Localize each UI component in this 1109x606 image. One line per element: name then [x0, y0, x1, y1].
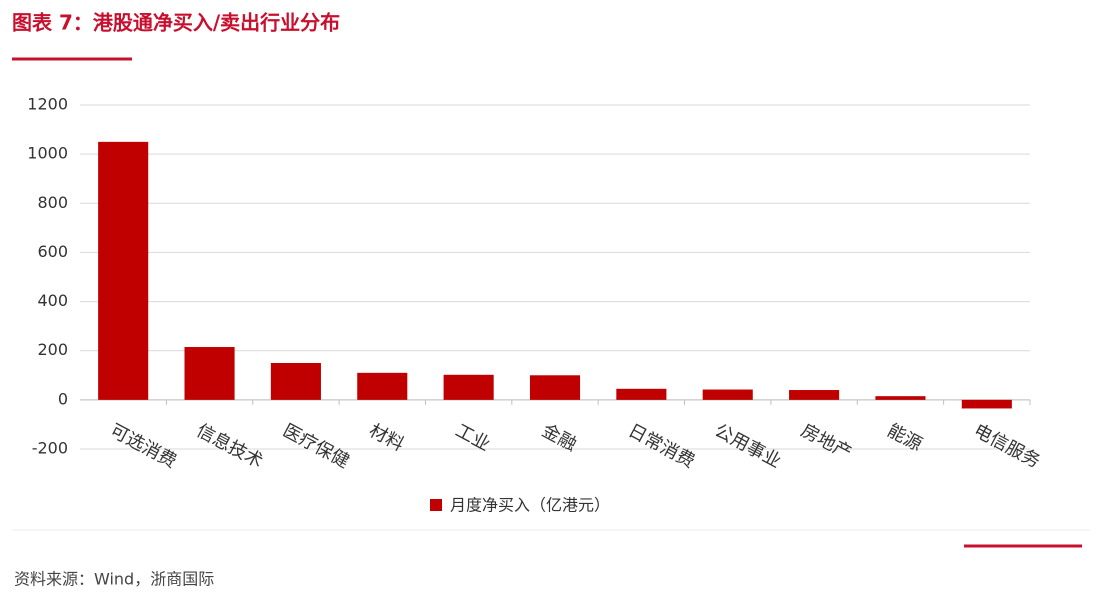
- y-tick-label: 1000: [27, 144, 68, 163]
- chart-title: 图表 7：港股通净买入/卖出行业分布: [12, 11, 340, 35]
- bar: [702, 389, 753, 400]
- x-tick-label: 材料: [366, 420, 408, 455]
- legend-label: 月度净买入（亿港元）: [450, 496, 610, 515]
- bar: [961, 399, 1012, 409]
- y-tick-label: 0: [58, 389, 68, 408]
- x-tick-label: 能源: [884, 420, 926, 455]
- bar: [443, 374, 494, 400]
- bar: [357, 372, 408, 400]
- y-tick-label: 800: [37, 193, 68, 212]
- bar: [98, 141, 149, 400]
- y-tick-label: -200: [32, 439, 68, 458]
- source-note: 资料来源：Wind，浙商国际: [14, 570, 214, 589]
- y-tick-label: 400: [37, 291, 68, 310]
- bar: [875, 396, 926, 400]
- x-tick-label: 信息技术: [193, 420, 266, 472]
- bar: [184, 347, 235, 400]
- bar: [789, 390, 840, 400]
- x-tick-label: 金融: [538, 420, 580, 455]
- bar: [529, 375, 581, 400]
- legend-swatch: [430, 499, 442, 511]
- y-tick-label: 600: [37, 242, 68, 261]
- y-tick-label: 1200: [27, 95, 68, 114]
- x-tick-label: 可选消费: [106, 420, 179, 472]
- bar: [270, 363, 321, 400]
- x-tick-label: 公用事业: [711, 420, 784, 472]
- x-tick-label: 工业: [452, 420, 494, 455]
- bar: [616, 388, 667, 400]
- x-tick-label: 房地产: [797, 420, 855, 464]
- x-tick-label: 电信服务: [970, 420, 1043, 472]
- x-tick-label: 日常消费: [625, 420, 698, 472]
- y-tick-label: 200: [37, 340, 68, 359]
- x-tick-label: 医疗保健: [279, 420, 352, 472]
